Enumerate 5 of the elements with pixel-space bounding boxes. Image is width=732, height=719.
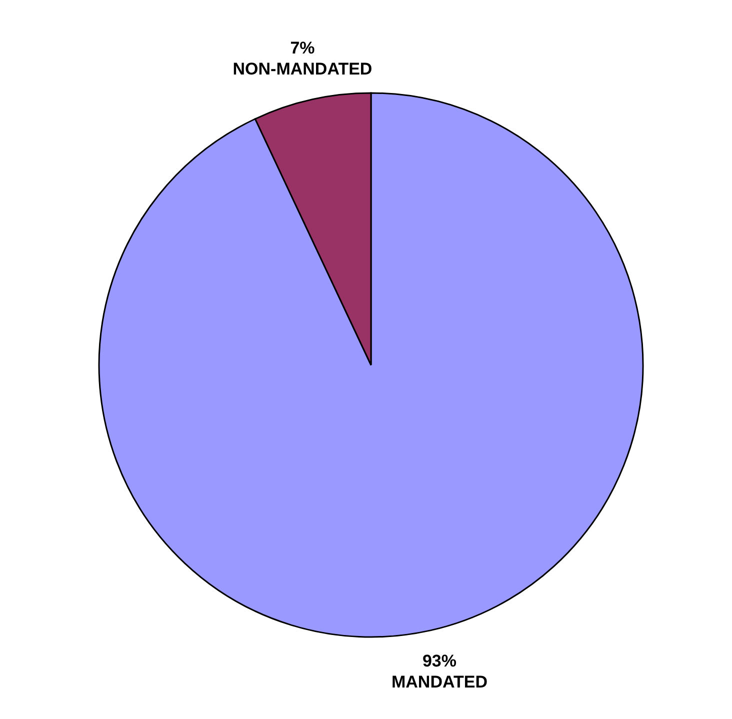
data-label: 7% — [290, 38, 315, 58]
data-label: 93% — [422, 651, 457, 670]
slice-label: MANDATED — [391, 672, 488, 692]
slice-label: NON-MANDATED — [232, 60, 372, 79]
pie-slice — [98, 92, 644, 638]
